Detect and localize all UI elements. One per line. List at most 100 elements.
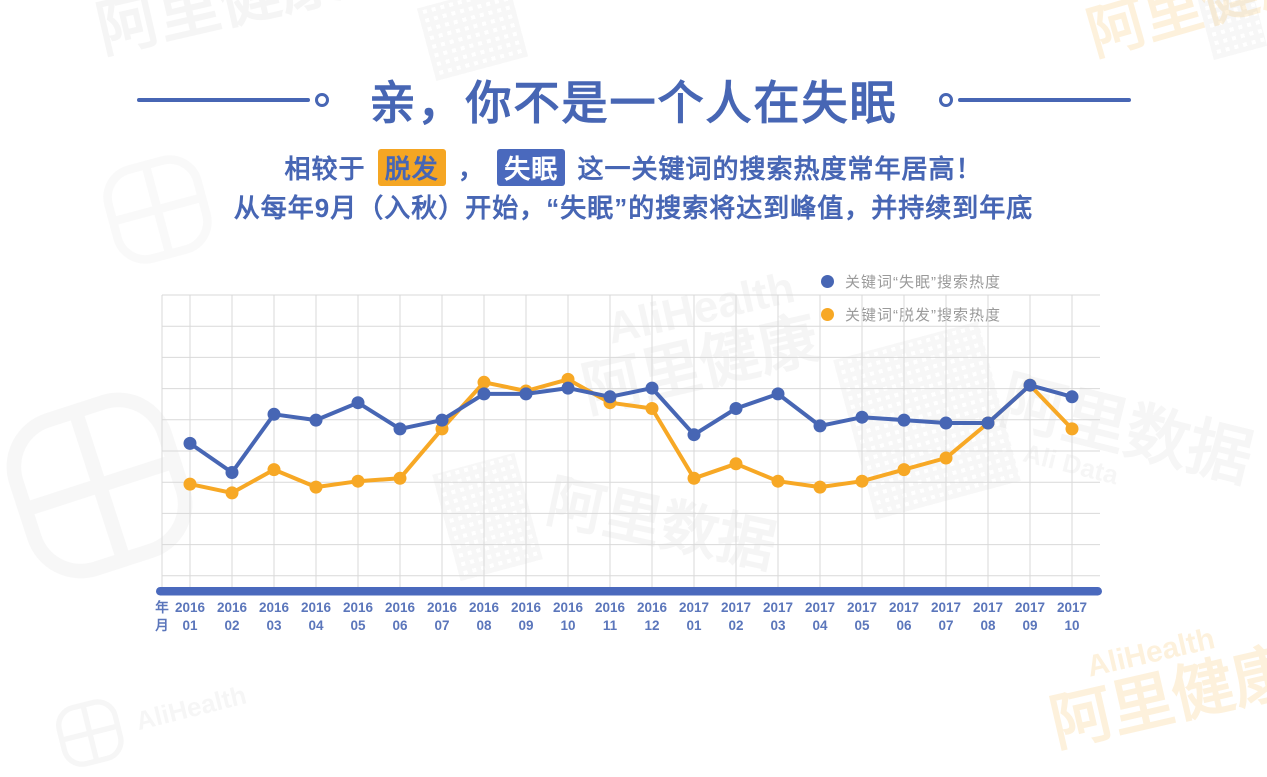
- legend-label-hairloss: 关键词“脱发”搜索热度: [845, 306, 1001, 324]
- x-tick-year-7: 2016: [469, 600, 500, 615]
- data-point-insomnia-2016-10: [561, 381, 575, 395]
- x-tick-year-10: 2016: [595, 600, 626, 615]
- series-line-hairloss: [188, 377, 1074, 495]
- infographic-canvas: { "header": { "title": "亲，你不是一个人在失眠", "s…: [0, 0, 1267, 760]
- x-axis-unit-year: 年: [155, 599, 169, 615]
- data-point-insomnia-2016-09: [519, 387, 533, 401]
- data-point-hairloss-2017-04: [813, 480, 827, 494]
- legend-item-hairloss: 关键词“脱发”搜索热度: [821, 301, 1001, 327]
- data-point-hairloss-2016-04: [309, 480, 323, 494]
- hairloss-keyword-highlight: 脱发: [377, 149, 446, 186]
- x-tick-year-13: 2017: [721, 600, 751, 615]
- x-tick-year-0: 2016: [175, 600, 206, 615]
- data-point-hairloss-2017-03: [771, 474, 785, 488]
- data-point-hairloss-2016-06: [393, 471, 407, 485]
- x-tick-month-16: 05: [854, 618, 870, 633]
- data-point-insomnia-2016-03: [267, 407, 281, 421]
- x-tick-month-20: 09: [1022, 618, 1037, 633]
- x-tick-year-16: 2017: [847, 600, 877, 615]
- trend-line-chart: 年月 2016 01 2016 02 2016 03 2016 04 2016 05 2016 06 20…: [154, 294, 1102, 633]
- data-point-insomnia-2016-02: [225, 466, 239, 479]
- watermark-alihealth-cn-top-right: 阿里健康: [1080, 0, 1267, 68]
- series-hairloss: [183, 372, 1079, 500]
- watermark-alihealth-en-bl: AliHealth: [132, 679, 250, 736]
- legend-item-insomnia: 关键词“失眠”搜索热度: [821, 268, 1001, 294]
- data-point-insomnia-2016-04: [309, 413, 323, 427]
- data-point-insomnia-2017-01: [687, 428, 701, 442]
- x-tick-year-12: 2017: [679, 600, 709, 615]
- data-point-insomnia-2017-07: [939, 416, 953, 430]
- series-line-insomnia: [188, 383, 1074, 475]
- alihealth-logo-icon: [56, 699, 124, 767]
- data-point-hairloss-2017-10: [1065, 422, 1079, 436]
- data-point-insomnia-2016-05: [351, 396, 365, 410]
- subtitle-line-2: 从每年9月（入秋）开始，“失眠”的搜索将达到峰值，并持续到年底: [233, 193, 1034, 223]
- x-tick-year-20: 2017: [1015, 600, 1045, 615]
- x-tick-year-15: 2017: [805, 600, 835, 615]
- data-point-hairloss-2017-01: [687, 471, 701, 485]
- data-point-insomnia-2017-08: [981, 416, 995, 430]
- x-tick-month-6: 07: [434, 618, 449, 633]
- x-tick-month-19: 08: [980, 618, 996, 633]
- data-point-insomnia-2017-09: [1023, 378, 1037, 392]
- x-tick-month-2: 03: [266, 618, 282, 633]
- x-tick-year-18: 2017: [931, 600, 961, 615]
- data-point-hairloss-2016-12: [645, 402, 659, 415]
- subtitle-prefix: 相较于: [284, 154, 366, 184]
- watermark-alihealth-cn-br: 阿里健康: [1043, 636, 1267, 760]
- x-tick-month-17: 06: [896, 618, 912, 633]
- insomnia-keyword-highlight: 失眠: [497, 149, 566, 186]
- x-tick-year-2: 2016: [259, 600, 290, 615]
- data-point-hairloss-2017-07: [939, 451, 953, 465]
- watermark-bottom-left: AliHealth: [46, 659, 254, 776]
- x-tick-month-11: 12: [644, 618, 659, 633]
- chart-legend: 关键词“失眠”搜索热度 关键词“脱发”搜索热度: [821, 268, 1001, 334]
- data-point-insomnia-2016-01: [183, 436, 197, 450]
- data-point-hairloss-2016-08: [477, 375, 491, 389]
- data-point-insomnia-2017-04: [813, 419, 827, 433]
- x-tick-month-14: 03: [770, 618, 786, 633]
- x-tick-month-5: 06: [392, 618, 408, 633]
- x-tick-year-21: 2017: [1057, 600, 1087, 615]
- x-tick-year-9: 2016: [553, 600, 584, 615]
- data-point-hairloss-2016-02: [225, 486, 239, 500]
- x-tick-year-6: 2016: [427, 600, 458, 615]
- subtitle-line-1: 相较于 脱发 ， 失眠 这一关键词的搜索热度常年居高！: [0, 149, 1267, 186]
- data-point-hairloss-2017-02: [729, 457, 743, 471]
- data-point-hairloss-2016-01: [183, 477, 197, 491]
- x-tick-month-13: 02: [728, 618, 743, 633]
- x-tick-year-17: 2017: [889, 600, 919, 615]
- x-tick-month-1: 02: [224, 618, 239, 633]
- title-decoration-line-left: [136, 98, 310, 102]
- x-axis-bar: [156, 587, 1102, 596]
- legend-dot-hairloss-icon: [821, 307, 834, 321]
- x-tick-month-8: 09: [518, 618, 533, 633]
- x-tick-month-21: 10: [1064, 618, 1079, 633]
- x-axis-unit-month: 月: [154, 618, 169, 633]
- x-tick-month-3: 04: [308, 618, 324, 633]
- data-point-insomnia-2017-10: [1065, 390, 1079, 404]
- title-decoration-ring-right: [938, 93, 953, 107]
- title-decoration-ring-left: [314, 93, 329, 107]
- x-tick-month-0: 01: [182, 618, 198, 633]
- x-tick-month-9: 10: [560, 618, 575, 633]
- data-point-insomnia-2017-05: [855, 410, 869, 424]
- x-tick-year-11: 2016: [637, 600, 668, 615]
- x-axis-labels: 年月 2016 01 2016 02 2016 03 2016 04 2016 05 2016 06 20…: [154, 599, 1087, 633]
- series-insomnia: [183, 378, 1079, 479]
- data-point-hairloss-2016-05: [351, 474, 365, 488]
- x-tick-month-18: 07: [938, 618, 953, 633]
- data-point-insomnia-2017-03: [771, 387, 785, 401]
- x-tick-month-7: 08: [476, 618, 492, 633]
- chart-gridlines: [161, 294, 1100, 587]
- legend-dot-insomnia-icon: [821, 274, 834, 288]
- x-tick-year-8: 2016: [511, 600, 542, 615]
- data-point-insomnia-2017-06: [897, 413, 911, 427]
- x-tick-month-15: 04: [812, 618, 828, 633]
- x-tick-year-14: 2017: [763, 600, 793, 615]
- x-tick-year-19: 2017: [973, 600, 1003, 615]
- subtitle-separator: ，: [457, 154, 485, 184]
- subtitle-suffix: 这一关键词的搜索热度常年居高！: [577, 154, 983, 184]
- x-tick-month-12: 01: [686, 618, 702, 633]
- data-point-insomnia-2017-02: [729, 402, 743, 415]
